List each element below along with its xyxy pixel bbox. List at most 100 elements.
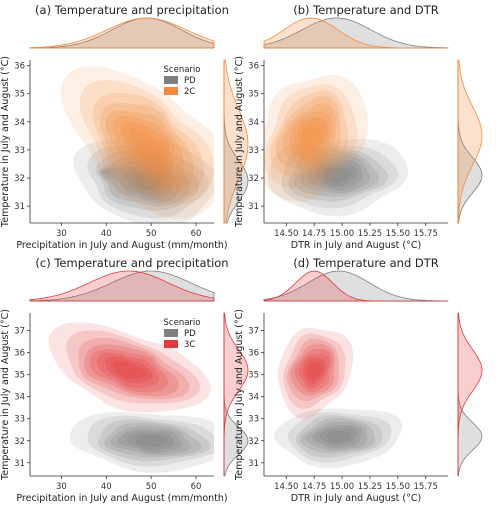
panel-title: (c) Temperature and precipitation xyxy=(35,256,228,270)
x-tick-label: 50 xyxy=(146,482,157,492)
y-axis-label: Temperature in July and August (°C) xyxy=(0,56,11,228)
density-level-3C xyxy=(96,352,160,388)
panel-title: (d) Temperature and DTR xyxy=(293,256,439,270)
density-level-PD xyxy=(95,149,200,211)
density-level-3C xyxy=(112,360,147,379)
plot-area xyxy=(48,322,214,473)
plot-area xyxy=(61,66,214,223)
density-level-2C xyxy=(282,103,337,167)
x-tick-label: 15.75 xyxy=(414,482,438,492)
x-tick-label: 15.25 xyxy=(358,229,382,239)
top-marginal-PD xyxy=(29,17,215,49)
density-level-PD xyxy=(103,164,174,200)
y-tick-label: 35 xyxy=(14,90,25,100)
series-2C-density xyxy=(61,66,214,219)
density-level-PD xyxy=(319,428,358,446)
top-marginal xyxy=(29,17,215,49)
x-tick-label: 40 xyxy=(101,229,112,239)
density-level-3C xyxy=(306,361,322,380)
y-tick-label: 36 xyxy=(14,62,25,72)
x-tick-label: 30 xyxy=(56,482,67,492)
density-level-PD xyxy=(312,425,363,449)
legend-swatch-PD xyxy=(164,76,178,84)
density-level-2C xyxy=(275,95,341,171)
y-tick-label: 33 xyxy=(14,415,25,425)
top-marginal-PD xyxy=(29,270,215,302)
y-tick-label: 35 xyxy=(14,371,25,381)
panel-3: (d) Temperature and DTR 14.50 14.75 15.00 15… xyxy=(234,256,483,504)
density-level-PD xyxy=(69,411,214,473)
y-tick-label: 36 xyxy=(248,62,259,72)
x-tick-label: 14.75 xyxy=(302,482,326,492)
legend-label-3C: 3C xyxy=(184,340,195,350)
y-tick-label: 32 xyxy=(248,174,259,184)
y-tick-label: 32 xyxy=(248,437,259,447)
plot-area xyxy=(274,327,403,469)
x-axis-label: Precipitation in July and August (mm/mon… xyxy=(16,493,227,504)
x-tick-label: 15.00 xyxy=(330,229,354,239)
density-level-2C xyxy=(112,115,176,176)
density-level-3C xyxy=(89,349,169,393)
density-level-PD xyxy=(126,432,175,451)
density-level-PD xyxy=(87,415,214,467)
density-level-2C xyxy=(264,75,369,202)
series-PD-density xyxy=(274,408,403,469)
right-marginal-2C xyxy=(457,59,483,224)
density-level-PD xyxy=(103,422,202,458)
density-level-PD xyxy=(288,412,392,463)
x-axis-label: DTR in July and August (°C) xyxy=(291,240,421,251)
density-level-PD xyxy=(295,415,383,458)
y-tick-label: 36 xyxy=(14,349,25,359)
density-level-PD xyxy=(281,145,399,209)
density-level-PD xyxy=(135,434,169,448)
y-tick-label: 33 xyxy=(14,146,25,156)
density-level-PD xyxy=(99,153,191,207)
density-level-PD xyxy=(73,140,214,223)
series-PD-density xyxy=(73,140,214,223)
density-level-3C xyxy=(84,344,179,397)
right-marginal-2C xyxy=(223,59,249,224)
density-level-3C xyxy=(78,337,190,400)
x-tick-label: 60 xyxy=(191,482,202,492)
top-marginal xyxy=(29,270,215,302)
density-level-2C xyxy=(61,66,214,219)
density-level-2C xyxy=(129,128,164,160)
y-tick-label: 34 xyxy=(14,118,25,128)
top-marginal-PD xyxy=(263,17,449,49)
x-tick-label: 14.50 xyxy=(274,229,298,239)
density-level-3C xyxy=(104,356,153,383)
legend-title: Scenario xyxy=(164,318,201,328)
legend-swatch-3C xyxy=(164,340,178,348)
right-marginal-3C xyxy=(457,312,483,476)
y-tick-label: 31 xyxy=(14,202,25,212)
y-tick-label: 32 xyxy=(14,437,25,447)
top-marginal-2C xyxy=(263,17,448,49)
density-level-2C xyxy=(92,92,204,197)
x-tick-label: 50 xyxy=(146,229,157,239)
x-tick-label: 15.50 xyxy=(386,482,410,492)
density-level-PD xyxy=(97,419,212,462)
right-marginal xyxy=(457,312,483,477)
density-level-PD xyxy=(274,408,403,469)
density-level-PD xyxy=(131,172,162,191)
y-tick-label: 34 xyxy=(248,393,259,403)
density-level-2C xyxy=(269,90,349,178)
top-marginal xyxy=(263,270,449,302)
y-axis-label: Temperature in July and August (°C) xyxy=(0,309,11,481)
y-tick-label: 34 xyxy=(14,393,25,403)
y-tick-label: 31 xyxy=(14,459,25,469)
x-tick-label: 15.00 xyxy=(330,482,354,492)
density-level-2C xyxy=(120,121,170,167)
top-marginal-PD xyxy=(263,270,449,302)
density-level-PD xyxy=(109,426,192,456)
y-tick-label: 34 xyxy=(248,118,259,128)
right-marginal xyxy=(223,59,249,224)
series-PD-density xyxy=(267,138,408,217)
density-level-2C xyxy=(264,84,358,189)
y-tick-label: 33 xyxy=(248,415,259,425)
density-level-3C xyxy=(294,348,333,393)
series-2C-density xyxy=(264,75,369,202)
density-level-PD xyxy=(117,429,182,453)
y-tick-label: 36 xyxy=(248,349,259,359)
